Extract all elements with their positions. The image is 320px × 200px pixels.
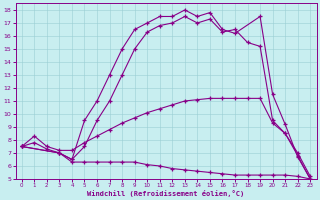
X-axis label: Windchill (Refroidissement éolien,°C): Windchill (Refroidissement éolien,°C) xyxy=(87,190,245,197)
